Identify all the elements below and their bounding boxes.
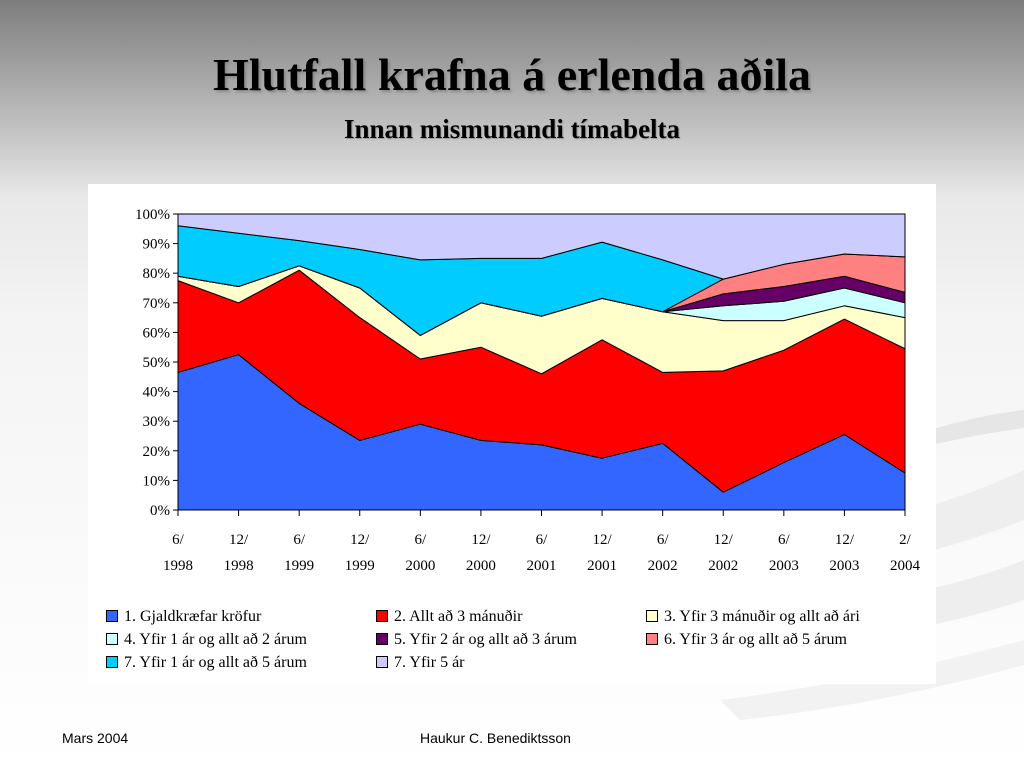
y-tick-label: 90% bbox=[143, 237, 171, 253]
y-tick-label: 30% bbox=[143, 414, 171, 430]
legend-item: 7. Yfir 5 ár bbox=[376, 653, 465, 673]
x-tick-label: 12/2002 bbox=[708, 532, 738, 574]
y-tick-label: 70% bbox=[143, 296, 171, 312]
legend-item: 2. Allt að 3 mánuðir bbox=[376, 607, 522, 627]
x-tick-label: 12/1998 bbox=[224, 532, 254, 574]
x-tick-label: 12/2000 bbox=[466, 532, 496, 574]
legend-swatch bbox=[646, 610, 658, 622]
page-subtitle: Innan mismunandi tímabelta bbox=[343, 114, 681, 144]
x-tick-label: 6/2000 bbox=[405, 532, 435, 574]
y-tick-label: 10% bbox=[143, 473, 171, 489]
stacked-area-chart: 0% 10% 20% 30% 40% 50% 60% 70% 80% 90% 100% 6/1998 1… bbox=[135, 207, 921, 574]
x-tick-label: 6/2002 bbox=[648, 532, 678, 574]
legend-label: 7. Yfir 1 ár og allt að 5 árum bbox=[124, 654, 307, 671]
y-tick-label: 40% bbox=[143, 385, 171, 401]
x-tick-label: 2/2004 bbox=[890, 532, 921, 574]
legend-label: 6. Yfir 3 ár og allt að 5 árum bbox=[664, 631, 847, 648]
page-title: Hlutfall krafna á erlenda aðila bbox=[213, 49, 811, 100]
y-tick-label: 20% bbox=[143, 444, 171, 460]
footer-date: Mars 2004 bbox=[62, 730, 129, 746]
chart-panel: 0% 10% 20% 30% 40% 50% 60% 70% 80% 90% 100% 6/1998 1… bbox=[88, 184, 936, 684]
x-tick-label: 6/2003 bbox=[769, 532, 799, 574]
x-tick-label: 12/1999 bbox=[345, 532, 375, 574]
x-tick-label: 6/1999 bbox=[284, 532, 314, 574]
legend-label: 2. Allt að 3 mánuðir bbox=[394, 608, 523, 625]
x-tick-label: 6/1998 bbox=[163, 532, 193, 574]
legend-item: 5. Yfir 2 ár og allt að 3 árum bbox=[376, 630, 577, 650]
legend-label: 7. Yfir 5 ár bbox=[394, 654, 465, 671]
legend-label: 4. Yfir 1 ár og allt að 2 árum bbox=[124, 631, 307, 648]
x-tick-label: 12/2001 bbox=[587, 532, 617, 574]
legend-swatch bbox=[106, 656, 118, 668]
legend-item: 3. Yfir 3 mánuðir og allt að ári bbox=[646, 607, 860, 627]
y-tick-label: 0% bbox=[150, 503, 170, 519]
legend-label: 1. Gjaldkræfar kröfur bbox=[124, 608, 262, 625]
legend-item: 7. Yfir 1 ár og allt að 5 árum bbox=[106, 653, 307, 673]
y-tick-label: 60% bbox=[143, 325, 171, 341]
x-tick-label: 6/2001 bbox=[527, 532, 557, 574]
legend-swatch bbox=[376, 610, 388, 622]
x-tick-label: 12/2003 bbox=[829, 532, 859, 574]
legend-swatch bbox=[376, 633, 388, 645]
legend-swatch bbox=[646, 633, 658, 645]
y-tick-label: 80% bbox=[143, 266, 171, 282]
legend-swatch bbox=[106, 610, 118, 622]
legend-label: 5. Yfir 2 ár og allt að 3 árum bbox=[394, 631, 577, 648]
legend-item: 6. Yfir 3 ár og allt að 5 árum bbox=[646, 630, 847, 650]
legend-swatch bbox=[376, 656, 388, 668]
y-tick-label: 100% bbox=[135, 207, 170, 223]
legend-item: 4. Yfir 1 ár og allt að 2 árum bbox=[106, 630, 307, 650]
footer-author: Haukur C. Benediktsson bbox=[420, 730, 571, 746]
legend-label: 3. Yfir 3 mánuðir og allt að ári bbox=[664, 608, 860, 625]
y-tick-label: 50% bbox=[143, 355, 171, 371]
chart-legend: 1. Gjaldkræfar kröfur 2. Allt að 3 mánuði… bbox=[106, 607, 936, 683]
legend-swatch bbox=[106, 633, 118, 645]
legend-item: 1. Gjaldkræfar kröfur bbox=[106, 607, 261, 627]
